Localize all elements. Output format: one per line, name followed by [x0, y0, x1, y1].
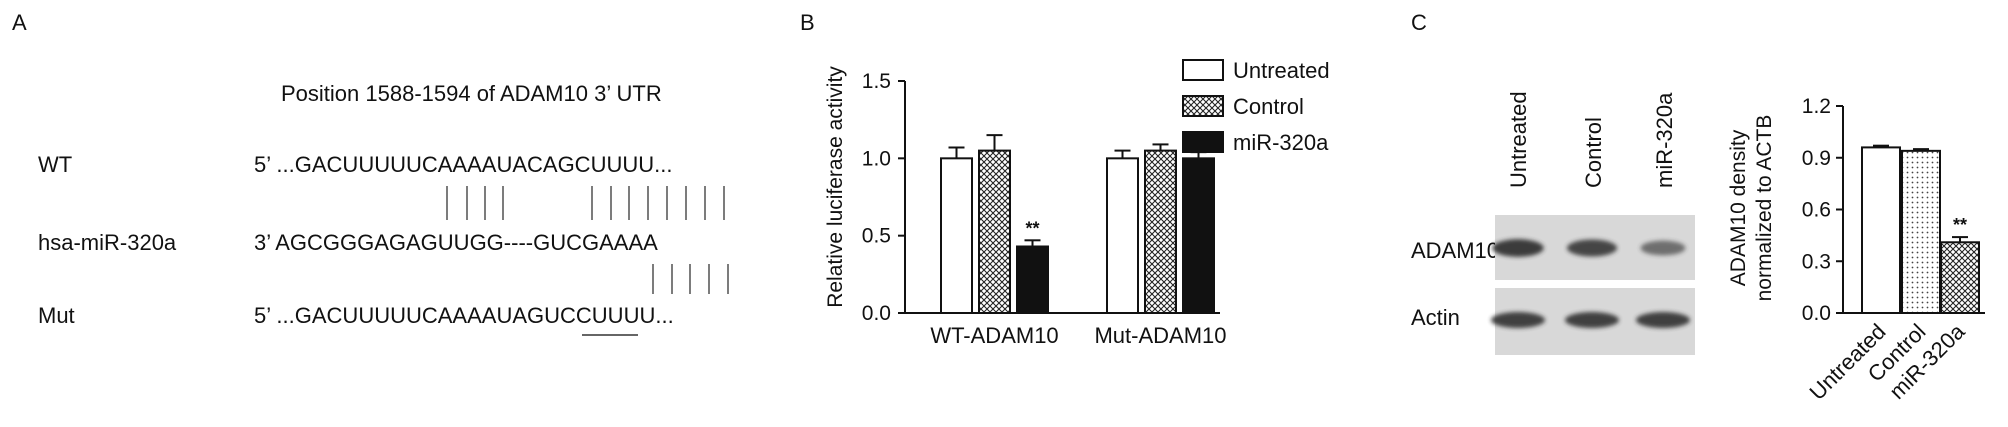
adam10-band — [1566, 239, 1618, 257]
y-tick-label: 0.0 — [1802, 302, 1831, 325]
legend-label: miR-320a — [1233, 130, 1329, 155]
y-axis-title-c-line: ADAM10 density — [1727, 129, 1750, 286]
bar-control — [1901, 149, 1941, 314]
y-tick-label: 1.2 — [1802, 95, 1831, 118]
legend-label: Untreated — [1233, 58, 1330, 83]
blot-lane-labels: Untreated Control miR-320a — [1506, 91, 1677, 188]
x-category-label: WT-ADAM10 — [930, 323, 1058, 348]
blot-lane-label: Untreated — [1506, 91, 1531, 188]
pairing-lines-top — [446, 186, 725, 220]
blot-bands — [1491, 239, 1690, 328]
bar-control-mut-adam10 — [1144, 149, 1177, 314]
bar-mir-320a-mut-adam10 — [1182, 157, 1215, 314]
y-tick-label: 0.5 — [862, 225, 891, 248]
legend-b: Untreated Control miR-320a — [1182, 58, 1330, 155]
blot-row-label-adam10: ADAM10 — [1411, 238, 1499, 263]
bar-control-wt-adam10 — [978, 149, 1011, 314]
y-axis-title-c-line: normalized to ACTB — [1753, 115, 1776, 302]
y-ticks-b: 0.0 0.5 1.0 1.5 — [862, 70, 905, 325]
bar-untreated — [1861, 146, 1901, 314]
adam10-band — [1640, 240, 1686, 256]
bars-b: ** — [940, 134, 1215, 314]
bar-mir-320a — [1940, 241, 1980, 314]
panel-c: C Untreated Control miR-320a ADAM10 Acti… — [1411, 10, 1985, 405]
legend-swatch — [1182, 59, 1224, 81]
y-tick-label: 1.0 — [862, 147, 891, 170]
adam10-band — [1492, 239, 1544, 257]
significance-marker: ** — [1953, 215, 1967, 235]
alignment-heading: Position 1588-1594 of ADAM10 3’ UTR — [281, 81, 662, 106]
sequence-mut: 5’ ...GACUUUUUCAAAAUAGUCCUUUU... — [254, 303, 674, 328]
y-axis-title-c: ADAM10 density normalized to ACTB — [1727, 115, 1776, 302]
y-tick-label: 1.5 — [862, 70, 891, 93]
y-ticks-c: 0.0 0.3 0.6 0.9 1.2 — [1802, 95, 1843, 325]
x-category-label: Mut-ADAM10 — [1094, 323, 1226, 348]
row-label-wt: WT — [38, 152, 72, 177]
row-label-mirna: hsa-miR-320a — [38, 230, 177, 255]
legend-label: Control — [1233, 94, 1304, 119]
actin-band — [1636, 312, 1690, 328]
panel-letter-c: C — [1411, 10, 1427, 35]
bars-c: ** — [1861, 144, 1980, 314]
x-labels-b: WT-ADAM10 Mut-ADAM10 — [930, 323, 1226, 348]
actin-band — [1565, 312, 1619, 328]
significance-marker: ** — [1025, 218, 1039, 238]
actin-band — [1491, 312, 1545, 328]
panel-letter-b: B — [800, 10, 815, 35]
bar-untreated-wt-adam10 — [940, 157, 973, 314]
panel-letter-a: A — [12, 10, 27, 35]
sequence-mirna: 3’ AGCGGGAGAGUUGG----GUCGAAAA — [254, 230, 658, 255]
y-axis-title-b: Relative luciferase activity — [824, 66, 847, 308]
y-tick-label: 0.6 — [1802, 199, 1831, 222]
panel-b: B Relative luciferase activity ** 0.0 0.5… — [800, 10, 1330, 348]
blot-lane-label: Control — [1581, 117, 1606, 188]
blot-lane-label: miR-320a — [1652, 92, 1677, 188]
pairing-lines-bottom — [652, 264, 729, 294]
row-label-mut: Mut — [38, 303, 75, 328]
sequence-wt: 5’ ...GACUUUUUCAAAAUACAGCUUUU... — [254, 152, 672, 177]
legend-swatch — [1182, 131, 1224, 153]
y-tick-label: 0.3 — [1802, 250, 1831, 273]
legend-swatch — [1182, 95, 1224, 117]
y-tick-label: 0.0 — [862, 302, 891, 325]
y-tick-label: 0.9 — [1802, 147, 1831, 170]
bar-mir-320a-wt-adam10 — [1016, 245, 1049, 314]
bar-untreated-mut-adam10 — [1106, 157, 1139, 314]
panel-a: A Position 1588-1594 of ADAM10 3’ UTR WT… — [12, 10, 729, 336]
blot-row-label-actin: Actin — [1411, 305, 1460, 330]
